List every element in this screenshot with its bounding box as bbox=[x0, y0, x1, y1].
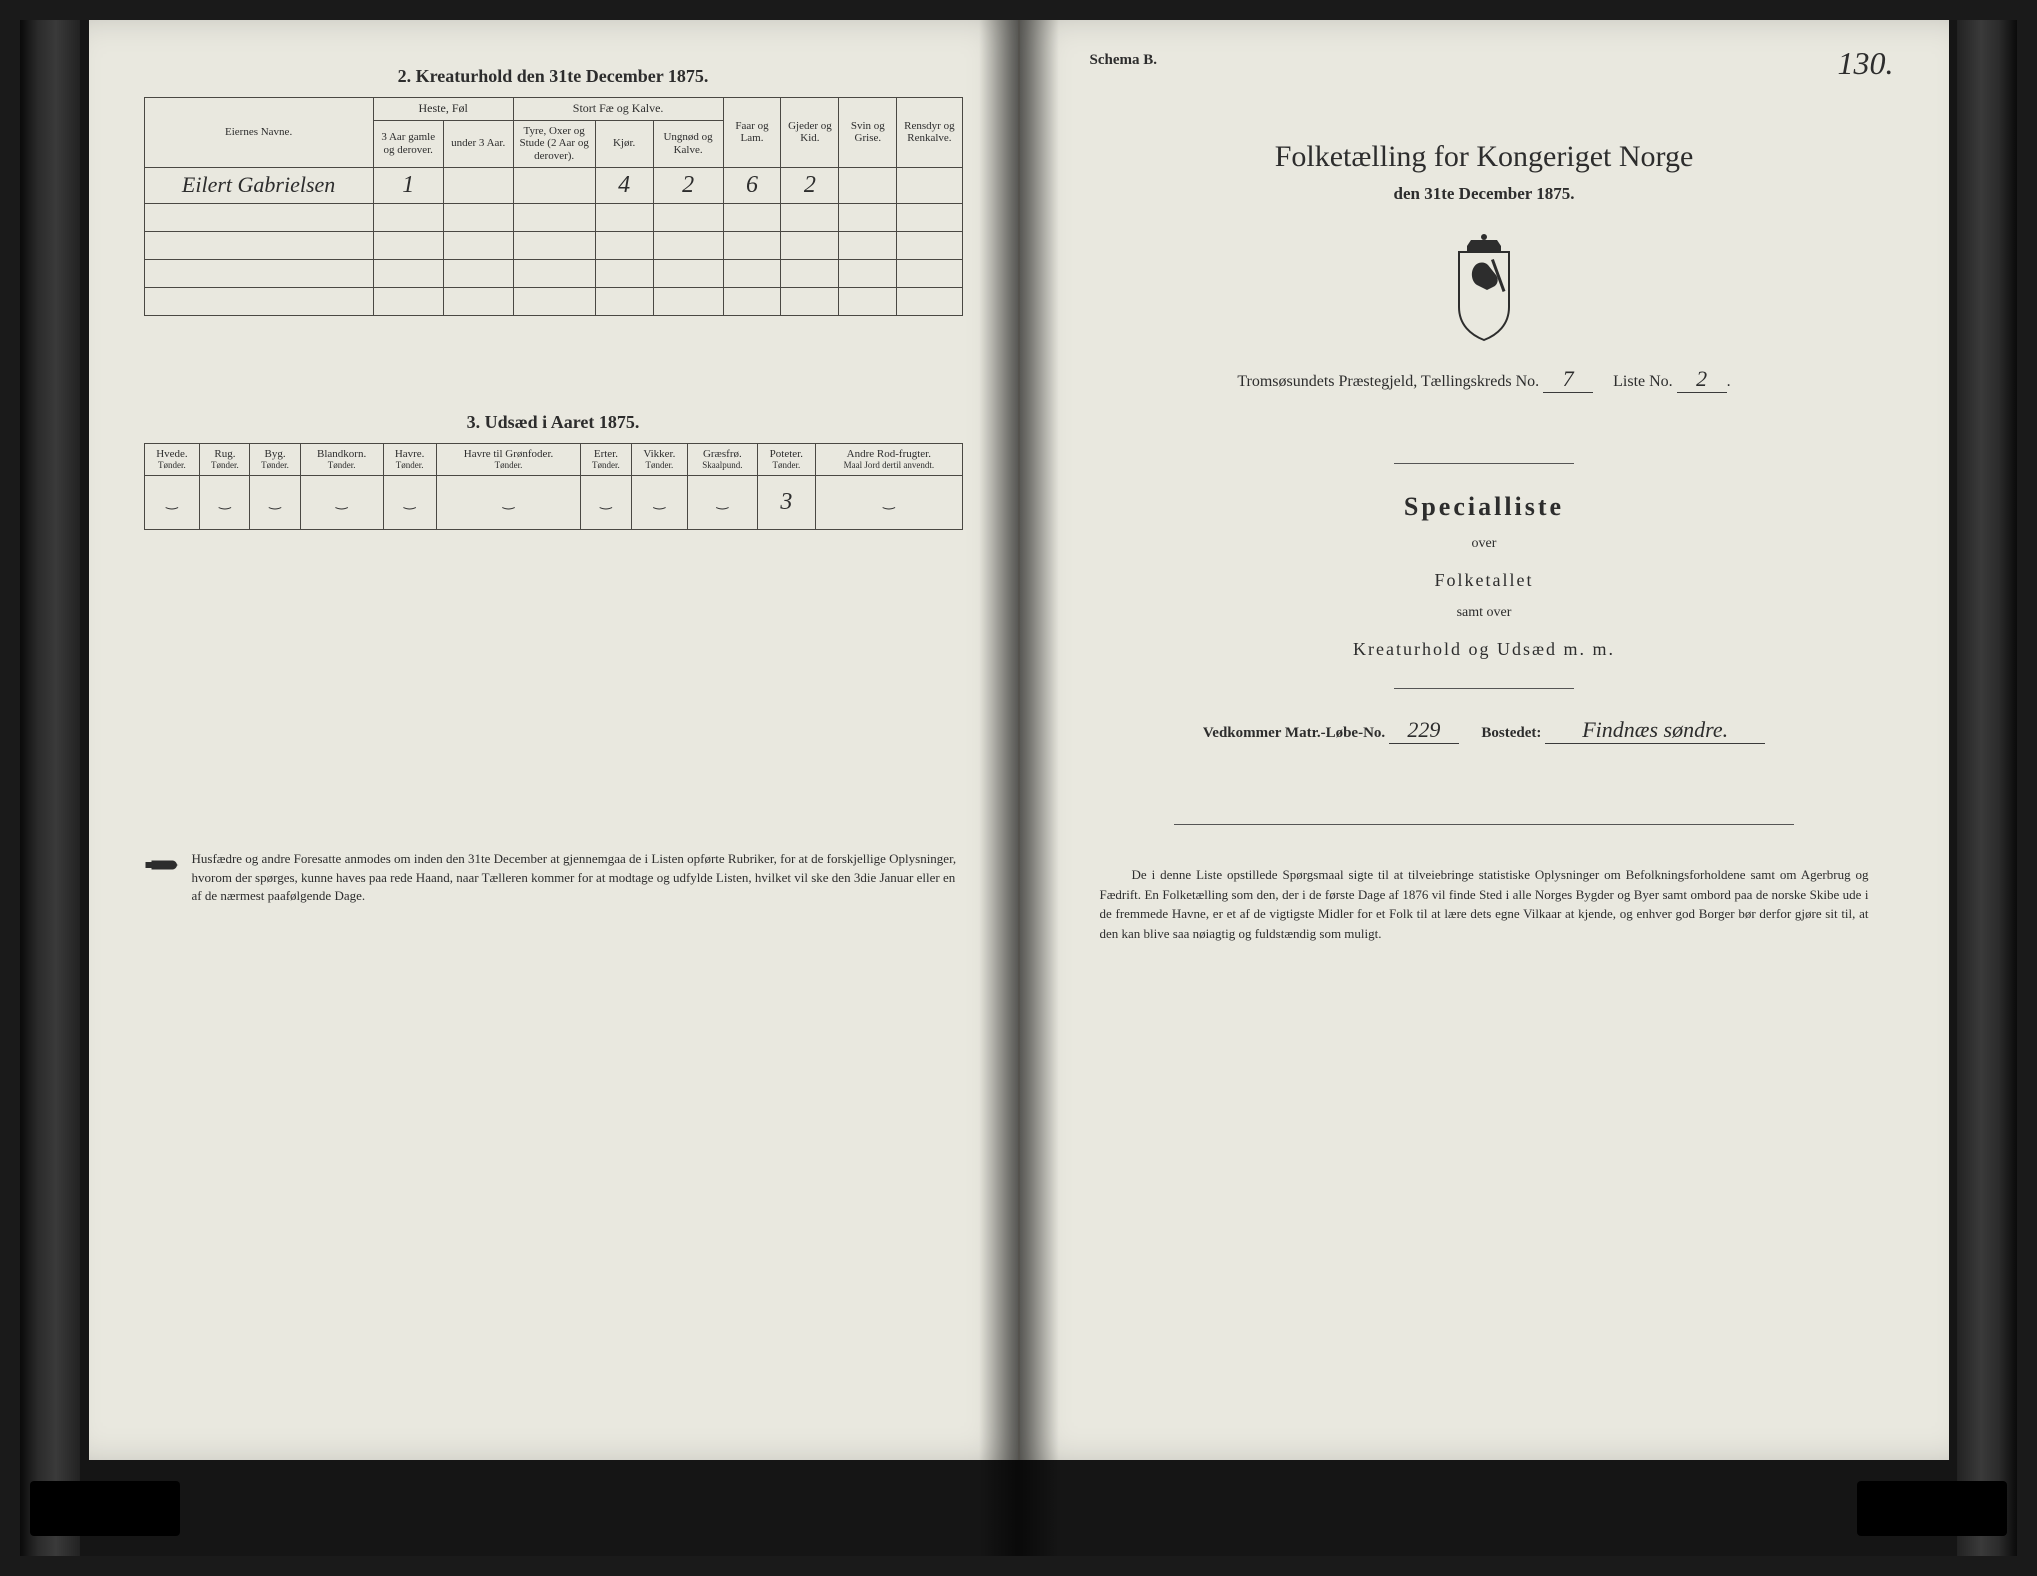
col-stort: Stort Fæ og Kalve. bbox=[513, 98, 723, 121]
empty-row bbox=[144, 287, 962, 315]
t3-col: Havre.Tønder. bbox=[383, 443, 436, 475]
pointing-hand-icon bbox=[144, 854, 180, 876]
col-heste: Heste, Føl bbox=[373, 98, 513, 121]
col-h1: 3 Aar gamle og derover. bbox=[373, 120, 443, 167]
t3-col: Poteter.Tønder. bbox=[757, 443, 816, 475]
t3-cell: ‿ bbox=[144, 475, 200, 529]
owner-name: Eilert Gabrielsen bbox=[144, 167, 373, 203]
col-s2: Kjør. bbox=[595, 120, 653, 167]
sowing-table: Hvede.Tønder.Rug.Tønder.Byg.Tønder.Bland… bbox=[144, 443, 963, 530]
instruction-note: Husfædre og andre Foresatte anmodes om i… bbox=[144, 850, 963, 907]
empty-row bbox=[144, 203, 962, 231]
parish-prefix: Tromsøsundets Præstegjeld, Tællingskreds… bbox=[1237, 373, 1539, 390]
thumb-shadow-right bbox=[1857, 1481, 2007, 1536]
cell-h1: 1 bbox=[373, 167, 443, 203]
t3-cell: ‿ bbox=[816, 475, 962, 529]
left-page: 2. Kreaturhold den 31te December 1875. E… bbox=[89, 20, 1019, 1460]
empty-row bbox=[144, 259, 962, 287]
col-svin: Svin og Grise. bbox=[839, 98, 897, 168]
t3-cell: ‿ bbox=[436, 475, 581, 529]
livestock-table: Eiernes Navne. Heste, Føl Stort Fæ og Ka… bbox=[144, 97, 963, 316]
col-h2: under 3 Aar. bbox=[443, 120, 513, 167]
bosted-value: Findnæs søndre. bbox=[1545, 717, 1765, 744]
coat-of-arms-icon bbox=[1439, 232, 1529, 342]
t3-col: Vikker.Tønder. bbox=[631, 443, 688, 475]
t3-col: Græsfrø.Skaalpund. bbox=[688, 443, 757, 475]
section2-title: 2. Kreaturhold den 31te December 1875. bbox=[144, 66, 963, 87]
t3-cell: ‿ bbox=[383, 475, 436, 529]
matr-value: 229 bbox=[1389, 717, 1459, 744]
col-s3: Ungnød og Kalve. bbox=[653, 120, 723, 167]
t3-cell: ‿ bbox=[250, 475, 300, 529]
cell-s1 bbox=[513, 167, 595, 203]
t3-col: Havre til Grønfoder.Tønder. bbox=[436, 443, 581, 475]
census-subtitle: den 31te December 1875. bbox=[1075, 184, 1894, 204]
t3-col: Rug.Tønder. bbox=[200, 443, 250, 475]
explanatory-paragraph: De i denne Liste opstillede Spørgsmaal s… bbox=[1100, 865, 1869, 943]
livestock-row: Eilert Gabrielsen 1 4 2 6 2 bbox=[144, 167, 962, 203]
cell-s2: 4 bbox=[595, 167, 653, 203]
liste-label: Liste No. bbox=[1613, 373, 1673, 390]
t3-col: Andre Rod-frugter.Maal Jord dertil anven… bbox=[816, 443, 962, 475]
bosted-label: Bostedet: bbox=[1481, 725, 1541, 741]
rule bbox=[1394, 463, 1574, 464]
t3-cell: ‿ bbox=[631, 475, 688, 529]
col-s1: Tyre, Oxer og Stude (2 Aar og derover). bbox=[513, 120, 595, 167]
cell-h2 bbox=[443, 167, 513, 203]
t3-cell: ‿ bbox=[688, 475, 757, 529]
t3-col: Erter.Tønder. bbox=[581, 443, 631, 475]
cell-svin bbox=[839, 167, 897, 203]
schema-label: Schema B. bbox=[1090, 52, 1158, 69]
t3-cell: ‿ bbox=[200, 475, 250, 529]
sowing-data-row: ‿‿‿‿‿‿‿‿‿3‿ bbox=[144, 475, 962, 529]
left-binding bbox=[20, 20, 80, 1556]
col-gjeder: Gjeder og Kid. bbox=[781, 98, 839, 168]
census-title: Folketælling for Kongeriget Norge bbox=[1075, 140, 1894, 174]
matr-row: Vedkommer Matr.-Løbe-No. 229 Bostedet: F… bbox=[1075, 717, 1894, 744]
parish-line: Tromsøsundets Præstegjeld, Tællingskreds… bbox=[1075, 366, 1894, 393]
section3-title: 3. Udsæd i Aaret 1875. bbox=[144, 412, 963, 433]
specialliste-title: Specialliste bbox=[1075, 492, 1894, 522]
t3-col: Blandkorn.Tønder. bbox=[300, 443, 383, 475]
col-rens: Rensdyr og Renkalve. bbox=[897, 98, 962, 168]
t3-col: Byg.Tønder. bbox=[250, 443, 300, 475]
cell-s3: 2 bbox=[653, 167, 723, 203]
cell-faar: 6 bbox=[723, 167, 781, 203]
col-faar: Faar og Lam. bbox=[723, 98, 781, 168]
empty-row bbox=[144, 231, 962, 259]
kreatur-label: Kreaturhold og Udsæd m. m. bbox=[1075, 639, 1894, 660]
note-text: Husfædre og andre Foresatte anmodes om i… bbox=[192, 850, 963, 907]
cell-rens bbox=[897, 167, 962, 203]
cell-gjeder: 2 bbox=[781, 167, 839, 203]
t3-cell: 3 bbox=[757, 475, 816, 529]
folketallet-label: Folketallet bbox=[1075, 570, 1894, 591]
kreds-value: 7 bbox=[1543, 366, 1593, 393]
right-binding bbox=[1957, 20, 2017, 1556]
samt-over-label: samt over bbox=[1075, 605, 1894, 621]
matr-label: Vedkommer Matr.-Løbe-No. bbox=[1203, 725, 1385, 741]
rule bbox=[1394, 688, 1574, 689]
folio-number: 130. bbox=[1838, 45, 1894, 82]
t3-cell: ‿ bbox=[581, 475, 631, 529]
right-page: Schema B. 130. Folketælling for Kongerig… bbox=[1019, 20, 1949, 1460]
t3-cell: ‿ bbox=[300, 475, 383, 529]
col-owner: Eiernes Navne. bbox=[144, 98, 373, 168]
para-text: De i denne Liste opstillede Spørgsmaal s… bbox=[1100, 865, 1869, 943]
liste-value: 2 bbox=[1677, 366, 1727, 393]
thumb-shadow-left bbox=[30, 1481, 180, 1536]
over-label: over bbox=[1075, 536, 1894, 552]
sowing-head-row: Hvede.Tønder.Rug.Tønder.Byg.Tønder.Bland… bbox=[144, 443, 962, 475]
rule-wide bbox=[1174, 824, 1794, 825]
t3-col: Hvede.Tønder. bbox=[144, 443, 200, 475]
